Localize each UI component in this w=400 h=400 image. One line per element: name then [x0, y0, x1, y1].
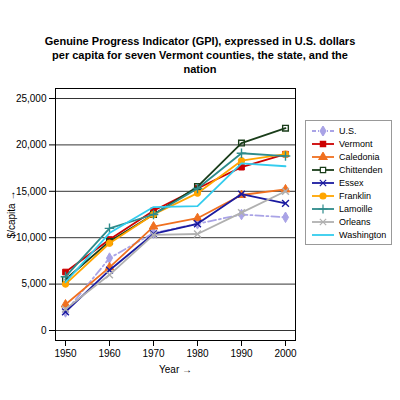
html-text:Caledonia: Caledonia: [339, 151, 380, 162]
svg-text:1980: 1980: [186, 348, 209, 359]
svg-text:5,000: 5,000: [21, 278, 46, 289]
svg-text:0: 0: [41, 325, 47, 336]
svg-text:1970: 1970: [142, 348, 165, 359]
svg-text:20,000: 20,000: [16, 139, 47, 150]
html-text:Washington: Washington: [339, 229, 387, 240]
svg-text:Year →: Year →: [159, 364, 192, 375]
svg-text:1990: 1990: [230, 348, 253, 359]
html-text:U.S.: U.S.: [339, 125, 357, 136]
svg-text:15,000: 15,000: [16, 186, 47, 197]
svg-text:$/capita →: $/capita →: [6, 191, 17, 239]
html-text:Vermont: Vermont: [339, 138, 373, 149]
html-text:Essex: Essex: [339, 177, 364, 188]
svg-text:10,000: 10,000: [16, 232, 47, 243]
html-text:Franklin: Franklin: [339, 190, 371, 201]
html-text:Genuine Progress Indicator (GP: Genuine Progress Indicator (GPI), expres…: [44, 35, 356, 75]
html-text:Chittenden: Chittenden: [339, 164, 383, 175]
svg-text:25,000: 25,000: [16, 93, 47, 104]
svg-text:1960: 1960: [98, 348, 121, 359]
html-text:Orleans: Orleans: [339, 216, 371, 227]
html-text:Lamoille: Lamoille: [339, 203, 373, 214]
svg-text:2000: 2000: [274, 348, 297, 359]
svg-text:1950: 1950: [54, 348, 77, 359]
